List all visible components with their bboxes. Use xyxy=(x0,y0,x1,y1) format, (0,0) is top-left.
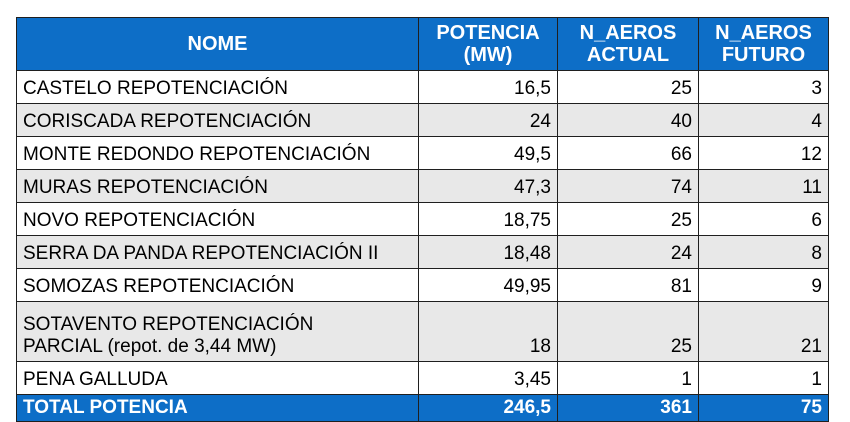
cell-potencia: 47,3 xyxy=(418,169,558,203)
table-row: CORISCADA REPOTENCIACIÓN 24 40 4 xyxy=(16,103,829,137)
cell-nome: SOMOZAS REPOTENCIACIÓN xyxy=(16,268,419,302)
header-actual-line2: ACTUAL xyxy=(586,44,670,66)
cell-actual: 66 xyxy=(557,136,699,170)
cell-potencia: 18 xyxy=(418,301,558,362)
cell-potencia: 24 xyxy=(418,103,558,137)
cell-actual: 25 xyxy=(557,70,699,104)
cell-potencia: 49,5 xyxy=(418,136,558,170)
cell-nome-line2: PARCIAL (repot. de 3,44 MW) xyxy=(23,336,277,357)
cell-actual: 40 xyxy=(557,103,699,137)
cell-nome: NOVO REPOTENCIACIÓN xyxy=(16,202,419,236)
cell-actual: 1 xyxy=(557,361,699,395)
header-potencia: POTENCIA (MW) xyxy=(418,17,558,71)
table-row: SERRA DA PANDA REPOTENCIACIÓN II 18,48 2… xyxy=(16,235,829,269)
cell-actual: 25 xyxy=(557,202,699,236)
repowering-table: NOME POTENCIA (MW) N_AEROS ACTUAL N_AERO… xyxy=(16,17,829,422)
cell-nome: SERRA DA PANDA REPOTENCIACIÓN II xyxy=(16,235,419,269)
table-container: NOME POTENCIA (MW) N_AEROS ACTUAL N_AERO… xyxy=(16,17,829,422)
table-row: SOMOZAS REPOTENCIACIÓN 49,95 81 9 xyxy=(16,268,829,302)
header-aeros-futuro: N_AEROS FUTURO xyxy=(698,17,829,71)
table-row: SOTAVENTO REPOTENCIACIÓN PARCIAL (repot.… xyxy=(16,301,829,362)
cell-nome: MONTE REDONDO REPOTENCIACIÓN xyxy=(16,136,419,170)
header-futuro-line1: N_AEROS xyxy=(715,22,812,44)
cell-nome: CASTELO REPOTENCIACIÓN xyxy=(16,70,419,104)
cell-potencia: 18,48 xyxy=(418,235,558,269)
header-row: NOME POTENCIA (MW) N_AEROS ACTUAL N_AERO… xyxy=(16,17,829,71)
header-futuro-line2: FUTURO xyxy=(721,44,806,66)
cell-nome: CORISCADA REPOTENCIACIÓN xyxy=(16,103,419,137)
cell-futuro: 21 xyxy=(698,301,829,362)
cell-actual: 25 xyxy=(557,301,699,362)
cell-nome: MURAS REPOTENCIACIÓN xyxy=(16,169,419,203)
total-label: TOTAL POTENCIA xyxy=(16,394,419,422)
total-row: TOTAL POTENCIA 246,5 361 75 xyxy=(16,394,829,422)
table-row: NOVO REPOTENCIACIÓN 18,75 25 6 xyxy=(16,202,829,236)
table-row: CASTELO REPOTENCIACIÓN 16,5 25 3 xyxy=(16,70,829,104)
table-row: PENA GALLUDA 3,45 1 1 xyxy=(16,361,829,395)
cell-potencia: 49,95 xyxy=(418,268,558,302)
header-nome: NOME xyxy=(16,17,419,71)
header-potencia-line2: (MW) xyxy=(463,44,513,66)
cell-futuro: 3 xyxy=(698,70,829,104)
cell-futuro: 8 xyxy=(698,235,829,269)
table-row: MURAS REPOTENCIACIÓN 47,3 74 11 xyxy=(16,169,829,203)
cell-nome: SOTAVENTO REPOTENCIACIÓN PARCIAL (repot.… xyxy=(16,301,419,362)
header-potencia-line1: POTENCIA xyxy=(436,22,540,44)
cell-nome: PENA GALLUDA xyxy=(16,361,419,395)
total-actual: 361 xyxy=(557,394,699,422)
total-potencia: 246,5 xyxy=(418,394,558,422)
cell-potencia: 16,5 xyxy=(418,70,558,104)
cell-futuro: 12 xyxy=(698,136,829,170)
cell-potencia: 3,45 xyxy=(418,361,558,395)
header-actual-line1: N_AEROS xyxy=(579,22,677,44)
cell-potencia: 18,75 xyxy=(418,202,558,236)
cell-futuro: 9 xyxy=(698,268,829,302)
cell-actual: 74 xyxy=(557,169,699,203)
table-row: MONTE REDONDO REPOTENCIACIÓN 49,5 66 12 xyxy=(16,136,829,170)
total-futuro: 75 xyxy=(698,394,829,422)
cell-futuro: 11 xyxy=(698,169,829,203)
header-aeros-actual: N_AEROS ACTUAL xyxy=(557,17,699,71)
cell-futuro: 1 xyxy=(698,361,829,395)
cell-nome-line1: SOTAVENTO REPOTENCIACIÓN xyxy=(23,314,314,335)
cell-futuro: 4 xyxy=(698,103,829,137)
cell-actual: 81 xyxy=(557,268,699,302)
cell-futuro: 6 xyxy=(698,202,829,236)
cell-actual: 24 xyxy=(557,235,699,269)
